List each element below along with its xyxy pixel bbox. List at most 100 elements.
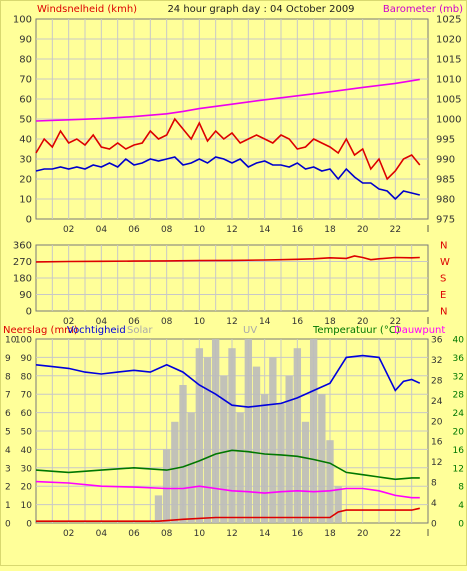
solar-bar — [293, 348, 302, 523]
climate-chart-x-tick-label: 04 — [96, 529, 108, 539]
rain-y-tick-label: 3 — [5, 464, 11, 474]
series-line-neerslag — [36, 507, 420, 523]
rain-y-tick-label: 8 — [5, 372, 11, 382]
rain-y-tick-label: 5 — [5, 428, 11, 438]
solar-bar — [244, 339, 253, 523]
barometer-y-tick-label: 980 — [436, 195, 455, 206]
wind-chart-x-tick-label: 16 — [292, 225, 304, 235]
climate-chart-x-tick-label: 18 — [324, 529, 336, 539]
barometer-y-tick-label: 1015 — [436, 55, 461, 66]
solar-bar — [220, 375, 228, 523]
compass-tick-label: W — [440, 257, 450, 268]
wind-chart-x-tick-label: 06 — [128, 225, 140, 235]
direction-chart-x-tick-label: 18 — [324, 317, 336, 327]
rain-y-tick-label: 7 — [5, 391, 11, 401]
solar-bar — [285, 375, 293, 523]
direction-chart-x-tick-label: 04 — [96, 317, 108, 327]
barometer-y-tick-label: 1000 — [436, 115, 461, 126]
temperature-y-tick-label: 36 — [453, 354, 465, 364]
solar-bar — [171, 421, 179, 523]
direction-chart-x-tick-label: 20 — [357, 317, 369, 327]
uv-y-tick-label: 8 — [431, 479, 437, 489]
wind-y-tick-label: 100 — [13, 15, 32, 26]
rain-y-tick-label: 10 — [5, 336, 17, 346]
humidity-y-tick-label: 90 — [21, 354, 33, 364]
climate-chart-x-tick-label: 10 — [194, 529, 206, 539]
series-line-temperatuur — [35, 449, 420, 481]
climate-chart-x-tick-label: 06 — [128, 529, 140, 539]
series-line-barometer — [35, 78, 420, 122]
climate-chart-x-tick-label: 20 — [357, 529, 369, 539]
climate-chart-x-tick-label: 22 — [390, 529, 401, 539]
solar-bar — [162, 449, 171, 523]
rain-axis-label: Neerslag (mm) — [3, 325, 78, 336]
climate-chart-x-tick-label: 02 — [63, 529, 74, 539]
direction-chart-x-tick-label: 06 — [128, 317, 140, 327]
climate-chart-x-tick-label: 14 — [259, 529, 271, 539]
solar-bar — [301, 421, 310, 523]
wind-chart-x-tick-label: 04 — [96, 225, 108, 235]
temperature-axis-label: Temperatuur (°C) — [312, 325, 400, 336]
direction-chart-x-tick-label: 08 — [161, 317, 173, 327]
wind-y-tick-label: 40 — [19, 135, 32, 146]
direction-y-tick-label: 360 — [13, 241, 32, 252]
solar-bar — [236, 412, 244, 523]
compass-tick-label: E — [440, 290, 446, 301]
barometer-y-tick-label: 1025 — [436, 15, 461, 26]
series-line-windsnelheid — [35, 156, 420, 201]
rain-y-tick-label: 4 — [5, 446, 11, 456]
humidity-y-tick-label: 100 — [15, 336, 32, 346]
uv-y-tick-label: 24 — [431, 397, 443, 407]
compass-tick-label: N — [440, 307, 447, 318]
wind-axis-label: Windsnelheid (kmh) — [37, 4, 137, 15]
direction-chart-x-tick-label: 02 — [63, 317, 74, 327]
humidity-y-tick-label: 40 — [21, 446, 33, 456]
climate-chart-x-tick-label: l — [427, 529, 430, 539]
chart-title: 24 hour graph day : 04 October 2009 — [167, 4, 354, 15]
barometer-y-tick-label: 985 — [436, 175, 455, 186]
series-line-windstoten — [35, 117, 421, 181]
climate-chart-x-tick-label: 08 — [161, 529, 173, 539]
temperature-y-tick-label: 4 — [458, 501, 464, 511]
direction-y-tick-label: 0 — [26, 307, 32, 318]
humidity-y-tick-label: 50 — [21, 428, 33, 438]
climate-chart-x-tick-label: 16 — [292, 529, 304, 539]
series-line-dauwpunt — [35, 480, 420, 499]
humidity-axis-label: Vochtigheid — [67, 325, 126, 336]
rain-y-tick-label: 9 — [5, 354, 11, 364]
barometer-y-tick-label: 1020 — [436, 35, 461, 46]
temperature-y-tick-label: 8 — [458, 483, 464, 493]
solar-bar — [179, 385, 187, 523]
humidity-y-tick-label: 20 — [21, 483, 33, 493]
compass-tick-label: S — [440, 274, 446, 285]
humidity-y-tick-label: 80 — [21, 372, 33, 382]
rain-y-tick-label: 6 — [5, 409, 11, 419]
dewpoint-axis-label: Dauwpunt — [394, 325, 445, 336]
solar-bar — [195, 348, 204, 523]
barometer-y-tick-label: 990 — [436, 155, 455, 166]
wind-y-tick-label: 20 — [19, 175, 32, 186]
rain-y-tick-label: 1 — [5, 501, 11, 511]
rain-y-tick-label: 2 — [5, 483, 11, 493]
direction-chart-x-tick-label: l — [427, 317, 430, 327]
wind-y-tick-label: 0 — [26, 215, 32, 226]
wind-chart-x-tick-label: 02 — [63, 225, 74, 235]
direction-chart-x-tick-label: 12 — [226, 317, 237, 327]
uv-y-tick-label: 0 — [431, 520, 437, 530]
solar-bar — [154, 495, 163, 523]
solar-bar — [252, 366, 261, 523]
barometer-y-tick-label: 1010 — [436, 75, 461, 86]
temperature-y-tick-label: 20 — [453, 428, 465, 438]
direction-chart-x-tick-label: 16 — [292, 317, 304, 327]
wind-y-tick-label: 90 — [19, 35, 32, 46]
uv-y-tick-label: 20 — [431, 417, 443, 427]
solar-bar — [318, 394, 326, 523]
humidity-y-tick-label: 70 — [21, 391, 33, 401]
direction-chart-x-tick-label: 14 — [259, 317, 271, 327]
wind-chart-x-tick-label: 12 — [226, 225, 237, 235]
barometer-axis-label: Barometer (mb) — [383, 4, 463, 15]
wind-chart-x-tick-label: 08 — [161, 225, 173, 235]
temperature-y-tick-label: 12 — [453, 464, 464, 474]
solar-bar — [277, 403, 285, 523]
